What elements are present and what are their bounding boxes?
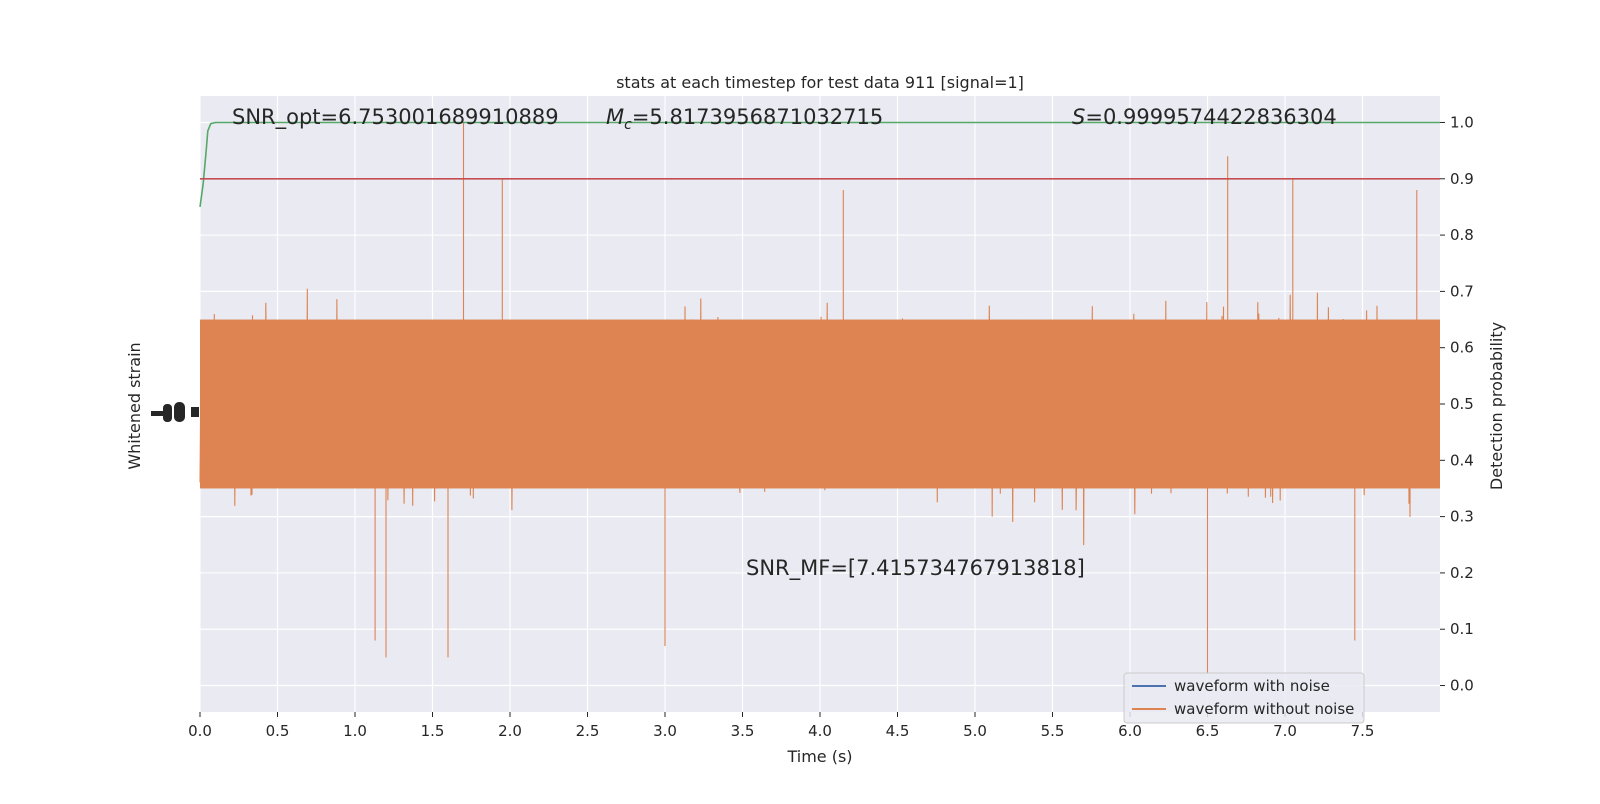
series-waveform-without-noise: [199, 122, 1441, 675]
y-right-tick-label-2: 0.2: [1450, 564, 1474, 582]
axis-ticks: 0.0 0.5 1.0 1.5 2.0 2.5 3.0 3.5 4.0 4.5 5.0 5.5 6.0 6…: [188, 113, 1474, 740]
x-tick-label-6: 3.0: [653, 722, 677, 740]
legend-label-waveform-without-noise: waveform without noise: [1174, 700, 1354, 718]
x-tick-label-2: 1.0: [343, 722, 367, 740]
y-right-tick-label-1: 0.1: [1450, 620, 1474, 638]
legend-label-waveform-with-noise: waveform with noise: [1174, 677, 1330, 695]
annotation-chirp-mass: Mc=5.8173956871032715: [606, 105, 883, 133]
y-right-tick-label-3: 0.3: [1450, 508, 1474, 526]
legend-box: [1123, 672, 1365, 724]
y-right-tick-label-8: 0.8: [1450, 226, 1474, 244]
x-tick-label-1: 0.5: [266, 722, 290, 740]
y-right-tick-label-4: 0.4: [1450, 451, 1474, 469]
left-axis-tick-cluster: [151, 402, 199, 422]
x-tick-label-3: 1.5: [421, 722, 445, 740]
x-tick-label-7: 3.5: [731, 722, 755, 740]
annotation-chirp-mass-subscript: c: [624, 117, 632, 133]
y-right-tick-label-9: 0.9: [1450, 170, 1474, 188]
annotation-s: S=0.9999574422836304: [1072, 105, 1337, 129]
y-right-tick-label-7: 0.7: [1450, 282, 1474, 300]
annotation-chirp-mass-value: =5.8173956871032715: [632, 105, 883, 129]
annotation-chirp-mass-symbol: M: [606, 105, 624, 129]
annotation-snr-mf: SNR_MF=[7.415734767913818]: [746, 556, 1085, 581]
x-tick-label-8: 4.0: [808, 722, 832, 740]
x-tick-label-9: 4.5: [886, 722, 910, 740]
waveform-without-noise-band: [200, 319, 1440, 489]
x-tick-label-5: 2.5: [576, 722, 600, 740]
x-tick-label-11: 5.5: [1041, 722, 1065, 740]
annotation-s-value: =0.9999574422836304: [1085, 105, 1336, 129]
x-axis-label: Time (s): [786, 747, 852, 766]
y-axis-label-right: Detection probability: [1487, 322, 1506, 490]
x-tick-label-12: 6.0: [1118, 722, 1142, 740]
x-tick-label-13: 6.5: [1196, 722, 1220, 740]
y-right-tick-label-0: 0.0: [1450, 677, 1474, 695]
x-tick-label-10: 5.0: [963, 722, 987, 740]
x-tick-label-14: 7.0: [1273, 722, 1297, 740]
x-tick-label-0: 0.0: [188, 722, 212, 740]
y-axis-label-left: Whitened strain: [125, 342, 144, 469]
probability-lines: [199, 121, 1440, 208]
x-tick-label-4: 2.0: [498, 722, 522, 740]
legend: waveform with noise waveform without noi…: [1123, 672, 1365, 724]
chart-title: stats at each timestep for test data 911…: [616, 73, 1024, 92]
y-right-tick-label-6: 0.6: [1450, 339, 1474, 357]
x-tick-label-15: 7.5: [1351, 722, 1375, 740]
y-right-tick-label-10: 1.0: [1450, 113, 1474, 131]
annotation-snr-opt: SNR_opt=6.753001689910889: [232, 105, 559, 130]
y-right-tick-label-5: 0.5: [1450, 395, 1474, 413]
annotation-s-symbol: S: [1072, 105, 1085, 129]
